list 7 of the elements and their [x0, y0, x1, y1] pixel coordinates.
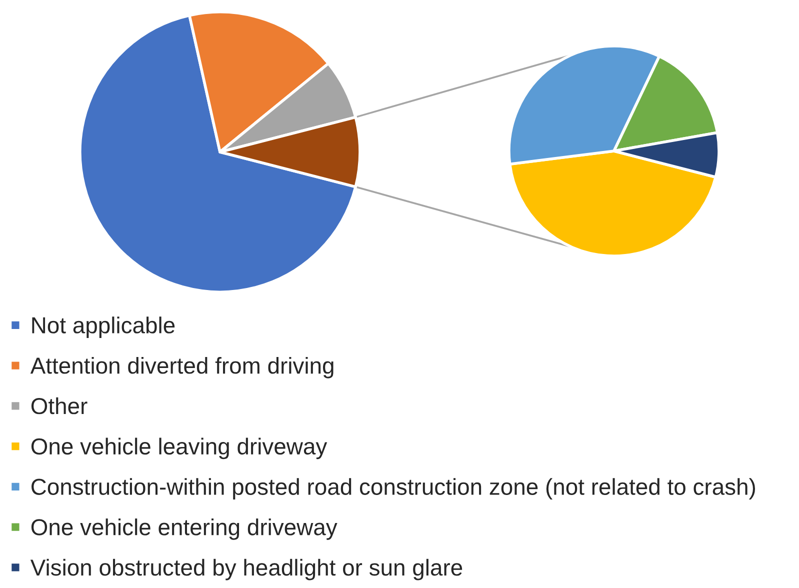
legend-label: Attention diverted from driving [30, 356, 334, 378]
legend-label: Construction-within posted road construction zone (not related to crash) [32, 478, 756, 500]
legend-label: Not applicable [32, 316, 175, 338]
legend-label: One vehicle entering driveway [31, 518, 338, 540]
legend-label: One vehicle leaving driveway [31, 438, 328, 460]
legend-label: Vision obstructed by headlight or sun glare [30, 558, 462, 580]
legend-label: Other [31, 397, 88, 414]
